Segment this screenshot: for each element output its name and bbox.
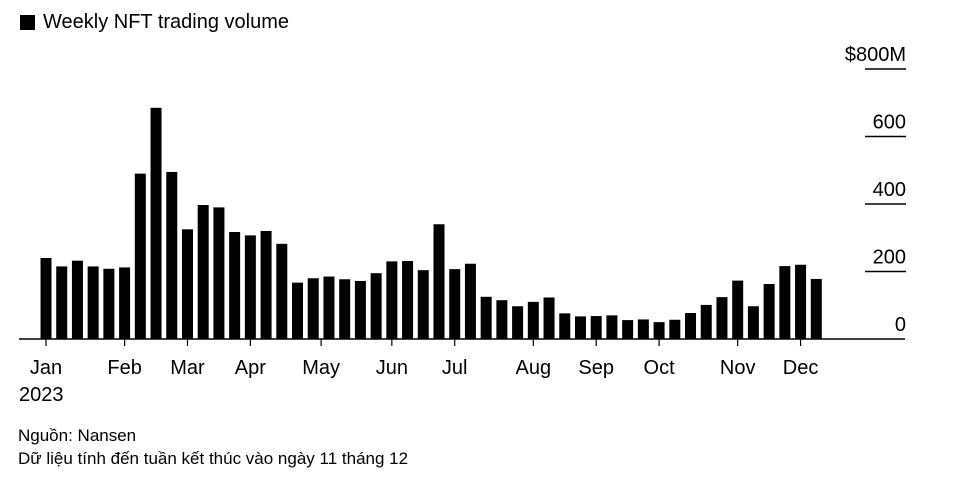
x-tick-label: Nov [720,357,756,379]
bar [213,207,225,340]
bar [543,297,555,339]
bar [323,276,335,339]
bar [669,319,681,339]
x-tick-label: Aug [516,357,552,379]
x-tick-label: Jun [376,357,408,379]
x-tick-label: Dec [783,357,819,379]
chart-header: Weekly NFT trading volume [20,10,289,34]
y-tick-label: 600 [873,112,906,134]
data-note: Dữ liệu tính đến tuần kết thúc vào ngày … [18,449,409,468]
x-tick-label: Mar [170,357,205,379]
bar [606,315,618,340]
x-year-label: 2023 [19,384,64,406]
bar [197,205,209,339]
x-tick-label: Sep [578,357,614,379]
y-tick-label: 0 [895,314,906,336]
x-tick-label: Apr [235,357,266,379]
bar [386,261,398,340]
bar [260,231,272,339]
bar [339,279,351,339]
bar [292,282,304,339]
bar [87,266,99,339]
bar [433,224,445,339]
bar [685,313,697,339]
bar [464,263,476,339]
bar [732,280,744,339]
bar [417,270,429,339]
x-tick-label: Jan [30,357,62,379]
bar [40,258,52,339]
legend-swatch [20,14,35,30]
x-tick-label: May [302,357,340,379]
bar [181,229,193,339]
bar [653,322,665,340]
bar-chart: 0 200 400 600 $800M Jan 2023 Feb Mar Apr May Jun Jul… [19,44,906,406]
bar [354,280,366,339]
bar [763,283,775,339]
bar [103,268,115,339]
bar [370,273,382,339]
bar [276,243,288,339]
bar [402,261,414,339]
bar [779,266,791,339]
y-tick-label: 200 [873,247,906,269]
bar [134,173,146,340]
bar [747,306,759,339]
x-tick-label: Jul [442,357,468,379]
x-tick-label: Oct [644,357,676,379]
bar [637,319,649,339]
bar [166,171,178,339]
bar [119,267,131,339]
bar [700,304,712,339]
bar [229,232,241,339]
bar [574,316,586,339]
source-note: Nguồn: Nansen [18,426,137,445]
chart-title: Weekly NFT trading volume [43,10,290,33]
bar [480,296,492,339]
bar [307,278,319,339]
bar [71,260,83,339]
bar [449,269,461,339]
bar [810,278,822,339]
bar [512,306,524,339]
y-tick-label: 400 [873,179,906,201]
bar [795,264,807,339]
bar [527,301,539,340]
bar [56,266,68,339]
bar [244,235,256,339]
bar [590,316,602,339]
bar [716,297,728,339]
y-tick-label: $800M [845,44,906,66]
bar [622,320,634,339]
bar [150,107,162,339]
x-tick-label: Feb [107,357,141,379]
bar [559,313,571,339]
bar [496,300,508,339]
